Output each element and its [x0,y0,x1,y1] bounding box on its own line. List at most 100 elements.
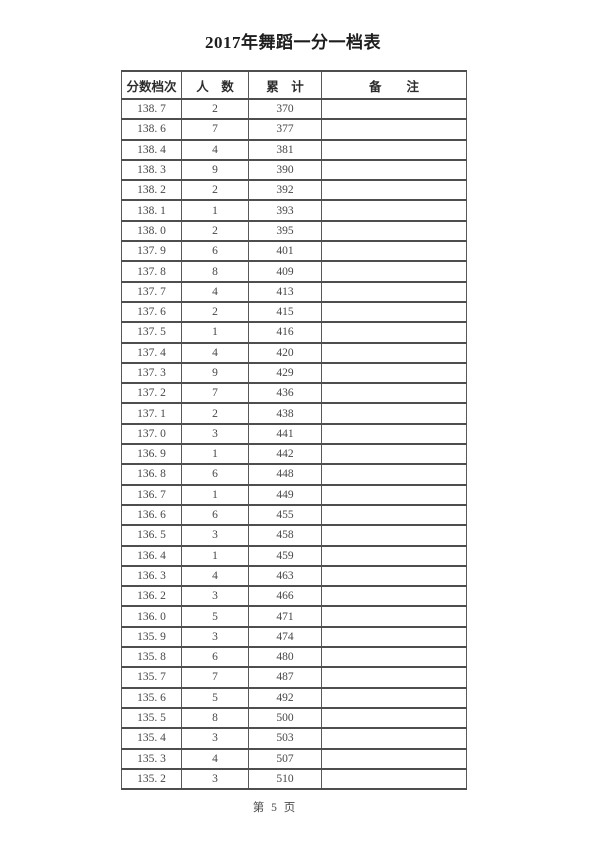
score-cell: 137. 5 [121,321,182,344]
col-header-cumulative: 累 计 [248,70,322,100]
remark-cell [321,767,467,791]
cumulative-cell: 503 [248,727,322,750]
score-cell: 138. 2 [121,179,182,202]
score-cell: 136. 0 [121,605,182,628]
count-cell: 8 [181,706,249,730]
cumulative-cell: 429 [248,361,322,385]
cumulative-cell: 441 [248,422,322,446]
table-row: 135. 3 4 507 [121,747,467,770]
count-cell: 4 [181,747,249,770]
cumulative-cell: 413 [248,280,322,303]
count-cell: 9 [181,158,249,182]
score-cell: 137. 6 [121,300,182,324]
cumulative-cell: 510 [248,767,322,791]
cumulative-cell: 466 [248,585,322,608]
table-row: 137. 6 2 415 [121,300,467,324]
table-row: 136. 9 1 442 [121,443,467,466]
cumulative-cell: 500 [248,706,322,730]
score-cell: 137. 7 [121,280,182,303]
remark-cell [321,727,467,750]
table-row: 136. 2 3 466 [121,585,467,608]
count-cell: 7 [181,382,249,405]
table-row: 137. 9 6 401 [121,240,467,263]
count-cell: 5 [181,686,249,709]
score-cell: 135. 3 [121,747,182,770]
table-row: 138. 3 9 390 [121,158,467,182]
score-cell: 138. 7 [121,97,182,121]
page-title: 2017年舞蹈一分一档表 [205,33,381,52]
count-cell: 2 [181,300,249,324]
count-cell: 4 [181,138,249,161]
score-cell: 137. 4 [121,341,182,364]
remark-cell [321,260,467,283]
count-cell: 6 [181,463,249,486]
remark-cell [321,361,467,385]
remark-cell [321,564,467,588]
cumulative-cell: 401 [248,240,322,263]
cumulative-cell: 449 [248,483,322,506]
score-cell: 135. 6 [121,686,182,709]
remark-cell [321,321,467,344]
cumulative-cell: 436 [248,382,322,405]
remark-cell [321,402,467,425]
cumulative-cell: 463 [248,564,322,588]
cumulative-cell: 392 [248,179,322,202]
remark-cell [321,382,467,405]
remark-cell [321,666,467,689]
table-body: 138. 7 2 370 138. 6 7 377 138. 4 4 381 138. 3 9 390… [121,97,467,791]
score-distribution-table: 分数档次 人 数 累 计 备 注 138. 7 2 370 138. 6 7 377 138… [121,70,467,791]
count-cell: 4 [181,280,249,303]
table-row: 135. 6 5 492 [121,686,467,709]
remark-cell [321,118,467,141]
score-cell: 136. 3 [121,564,182,588]
table-row: 135. 2 3 510 [121,767,467,791]
remark-cell [321,219,467,243]
table-row: 136. 7 1 449 [121,483,467,506]
score-cell: 136. 7 [121,483,182,506]
count-cell: 3 [181,585,249,608]
cumulative-cell: 395 [248,219,322,243]
table-row: 138. 7 2 370 [121,97,467,121]
score-cell: 135. 8 [121,646,182,669]
count-cell: 2 [181,97,249,121]
remark-cell [321,585,467,608]
count-cell: 7 [181,666,249,689]
count-cell: 2 [181,179,249,202]
score-cell: 137. 1 [121,402,182,425]
cumulative-cell: 448 [248,463,322,486]
cumulative-cell: 416 [248,321,322,344]
score-cell: 138. 6 [121,118,182,141]
score-cell: 135. 5 [121,706,182,730]
remark-cell [321,646,467,669]
cumulative-cell: 487 [248,666,322,689]
score-cell: 136. 8 [121,463,182,486]
score-cell: 137. 0 [121,422,182,446]
remark-cell [321,463,467,486]
remark-cell [321,199,467,222]
cumulative-cell: 409 [248,260,322,283]
table-row: 136. 5 3 458 [121,524,467,547]
count-cell: 3 [181,524,249,547]
count-cell: 4 [181,341,249,364]
cumulative-cell: 458 [248,524,322,547]
table-row: 138. 1 1 393 [121,199,467,222]
score-cell: 135. 7 [121,666,182,689]
score-cell: 135. 4 [121,727,182,750]
cumulative-cell: 415 [248,300,322,324]
cumulative-cell: 507 [248,747,322,770]
score-cell: 138. 0 [121,219,182,243]
page-number: 第 5 页 [252,802,298,814]
score-cell: 136. 6 [121,503,182,527]
remark-cell [321,280,467,303]
count-cell: 7 [181,118,249,141]
table-row: 135. 8 6 480 [121,646,467,669]
remark-cell [321,625,467,649]
cumulative-cell: 438 [248,402,322,425]
table-row: 135. 7 7 487 [121,666,467,689]
score-cell: 135. 9 [121,625,182,649]
remark-cell [321,443,467,466]
table-row: 137. 0 3 441 [121,422,467,446]
table-row: 137. 4 4 420 [121,341,467,364]
score-cell: 138. 1 [121,199,182,222]
